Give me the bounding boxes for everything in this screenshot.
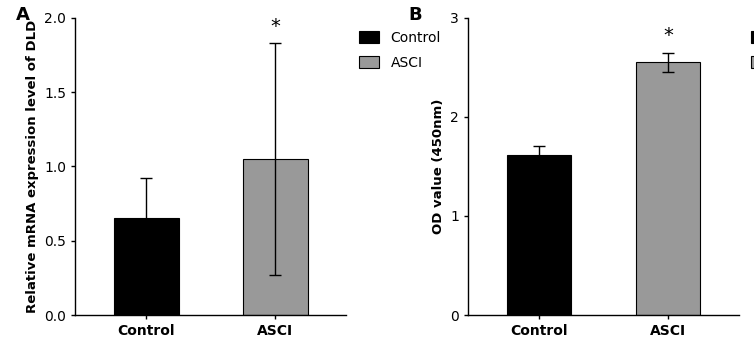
- Legend: Control, ASCI: Control, ASCI: [359, 31, 441, 70]
- Bar: [114, 218, 179, 315]
- Y-axis label: OD value (450nm): OD value (450nm): [431, 99, 445, 234]
- Bar: [636, 63, 700, 315]
- Bar: [507, 155, 572, 315]
- Legend: Control, ASCI: Control, ASCI: [751, 31, 754, 70]
- Bar: [243, 159, 308, 315]
- Text: A: A: [16, 6, 29, 24]
- Text: B: B: [409, 6, 422, 24]
- Y-axis label: Relative mRNA expression level of DLD: Relative mRNA expression level of DLD: [26, 20, 38, 313]
- Text: *: *: [663, 26, 673, 45]
- Text: *: *: [271, 17, 280, 36]
